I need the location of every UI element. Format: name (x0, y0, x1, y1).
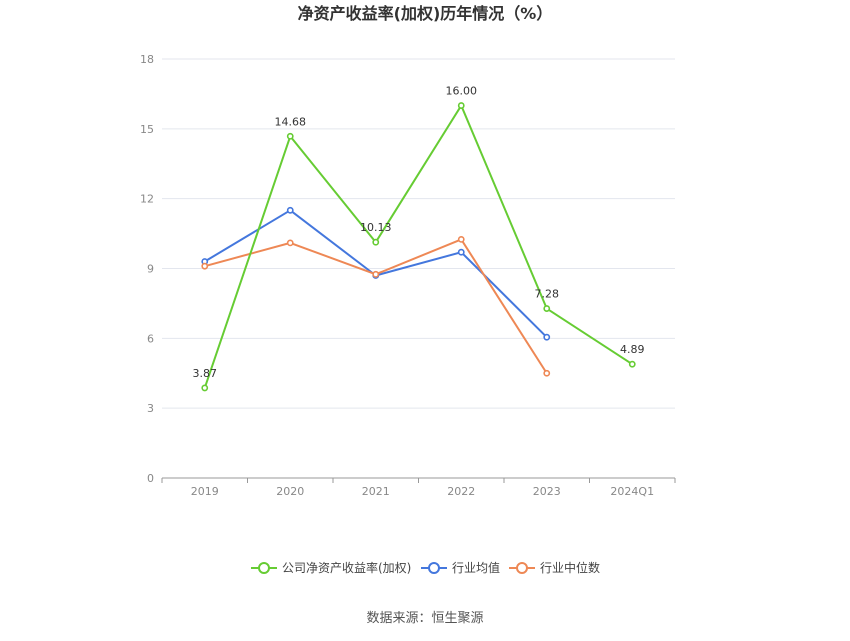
x-tick-label: 2021 (362, 485, 390, 498)
chart-title: 净资产收益率(加权)历年情况（%） (298, 4, 553, 23)
series-3 (201, 236, 551, 377)
data-point (201, 384, 209, 392)
data-point (543, 305, 551, 312)
legend-marker-icon (258, 562, 270, 574)
x-axis: 2019 2020 2021 2022 2023 2024Q1 (161, 477, 676, 498)
data-label: 14.68 (275, 115, 307, 128)
data-point (286, 206, 294, 214)
data-point (457, 236, 465, 243)
data-label: 7.28 (535, 288, 560, 301)
source-note: 数据来源：恒生聚源 (366, 611, 483, 626)
data-point (628, 360, 636, 368)
legend-marker-icon (428, 562, 440, 574)
y-tick-label: 18 (140, 53, 154, 66)
x-tick-label: 2024Q1 (610, 485, 654, 498)
series-line (203, 104, 633, 389)
data-point (372, 238, 380, 246)
x-tick-label: 2023 (533, 485, 561, 498)
legend[interactable]: 公司净资产收益率(加权) 行业均值 行业中位数 (251, 560, 600, 575)
data-point (543, 333, 551, 341)
y-tick-label: 3 (147, 402, 154, 415)
data-label: 16.00 (446, 85, 478, 98)
series-1 (201, 102, 636, 392)
data-point (286, 239, 294, 247)
x-tick-label: 2022 (447, 485, 475, 498)
series-group (201, 102, 636, 392)
x-tick-label: 2020 (276, 485, 304, 498)
y-tick-label: 6 (147, 332, 154, 345)
legend-marker-icon (516, 562, 528, 574)
gridlines (162, 58, 675, 409)
y-tick-label: 0 (147, 472, 154, 485)
x-tick-label: 2019 (191, 485, 219, 498)
legend-item-2[interactable]: 行业均值 (421, 560, 500, 575)
data-point (201, 262, 209, 270)
data-point (457, 248, 465, 256)
y-axis-ticks: 0 3 6 9 12 15 18 (140, 53, 154, 485)
y-tick-label: 12 (140, 193, 154, 206)
series-line (204, 238, 548, 374)
data-label: 10.13 (360, 221, 392, 234)
y-tick-label: 15 (140, 123, 154, 136)
data-labels: 3.87 14.68 10.13 16.00 7.28 4.89 (193, 85, 645, 380)
y-tick-label: 9 (147, 263, 154, 276)
data-label: 3.87 (193, 367, 218, 380)
legend-item-3[interactable]: 行业中位数 (509, 560, 600, 575)
legend-label: 行业均值 (452, 560, 500, 575)
data-point (543, 369, 551, 377)
legend-label: 公司净资产收益率(加权) (282, 560, 411, 575)
data-point (372, 270, 380, 278)
legend-label: 行业中位数 (540, 560, 600, 575)
legend-item-1[interactable]: 公司净资产收益率(加权) (251, 560, 411, 575)
data-point (286, 132, 294, 140)
data-label: 4.89 (620, 343, 645, 356)
data-point (457, 102, 465, 109)
